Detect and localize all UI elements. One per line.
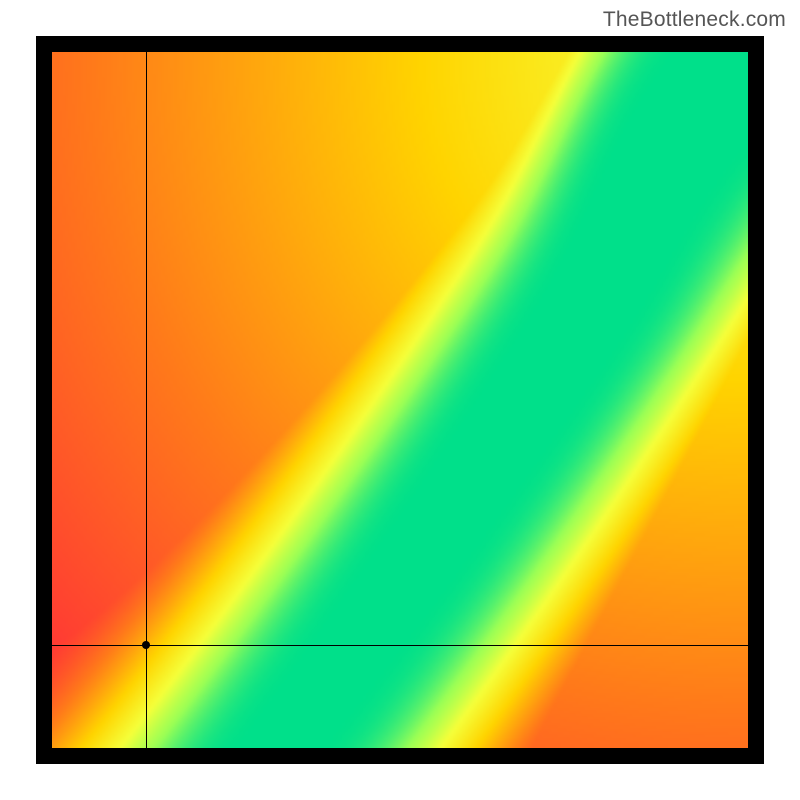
crosshair-marker-dot [142, 641, 150, 649]
chart-frame [36, 36, 764, 764]
chart-container: TheBottleneck.com [0, 0, 800, 800]
watermark-text: TheBottleneck.com [603, 8, 786, 32]
crosshair-horizontal-line [52, 645, 748, 646]
heatmap-canvas [52, 52, 748, 748]
